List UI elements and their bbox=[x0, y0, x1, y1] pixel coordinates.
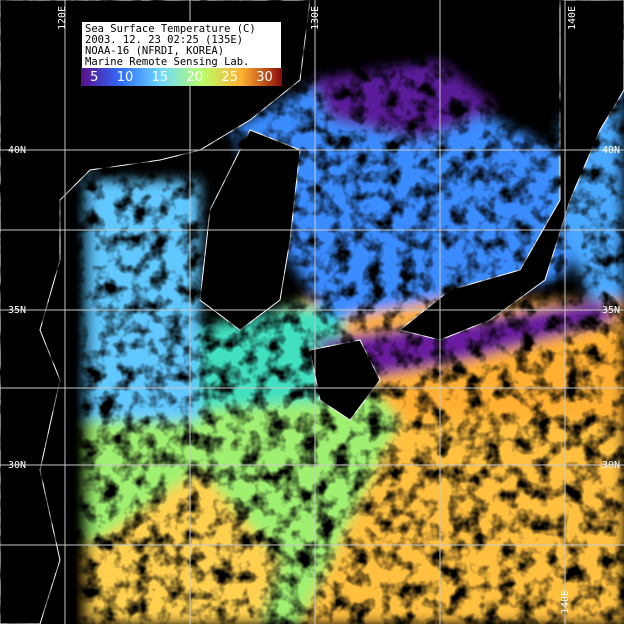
lat-label-30n-right: 30N bbox=[602, 460, 621, 471]
legend-title: Sea Surface Temperature (C) bbox=[85, 23, 256, 35]
lon-label-120e: 120E bbox=[57, 5, 68, 30]
scale-label: 15 bbox=[151, 69, 169, 85]
color-scale-bar: 5 10 15 20 25 30 bbox=[81, 68, 282, 86]
legend-lab: Marine Remote Sensing Lab. bbox=[85, 56, 250, 68]
legend-satellite: NOAA-16 (NFRDI, KOREA) bbox=[85, 45, 225, 57]
lon-label-130e: 130E bbox=[310, 5, 321, 30]
scale-label: 5 bbox=[90, 69, 99, 85]
legend-datetime: 2003. 12. 23 02:25 (135E) bbox=[85, 34, 244, 46]
lat-label-35n-left: 35N bbox=[8, 305, 27, 316]
lat-label-40n-left: 40N bbox=[8, 145, 27, 156]
scale-label: 25 bbox=[221, 69, 238, 85]
lat-label-40n-right: 40N bbox=[602, 145, 621, 156]
lon-label-140e-bottom: 140E bbox=[560, 589, 571, 614]
lat-label-35n-right: 35N bbox=[602, 305, 621, 316]
scale-label: 30 bbox=[256, 69, 273, 85]
scale-label: 20 bbox=[186, 69, 204, 85]
lat-label-30n-left: 30N bbox=[8, 460, 27, 471]
lon-label-140e-top: 140E bbox=[567, 5, 578, 30]
scale-label: 10 bbox=[116, 69, 134, 85]
legend-box: Sea Surface Temperature (C) 2003. 12. 23… bbox=[81, 21, 282, 69]
